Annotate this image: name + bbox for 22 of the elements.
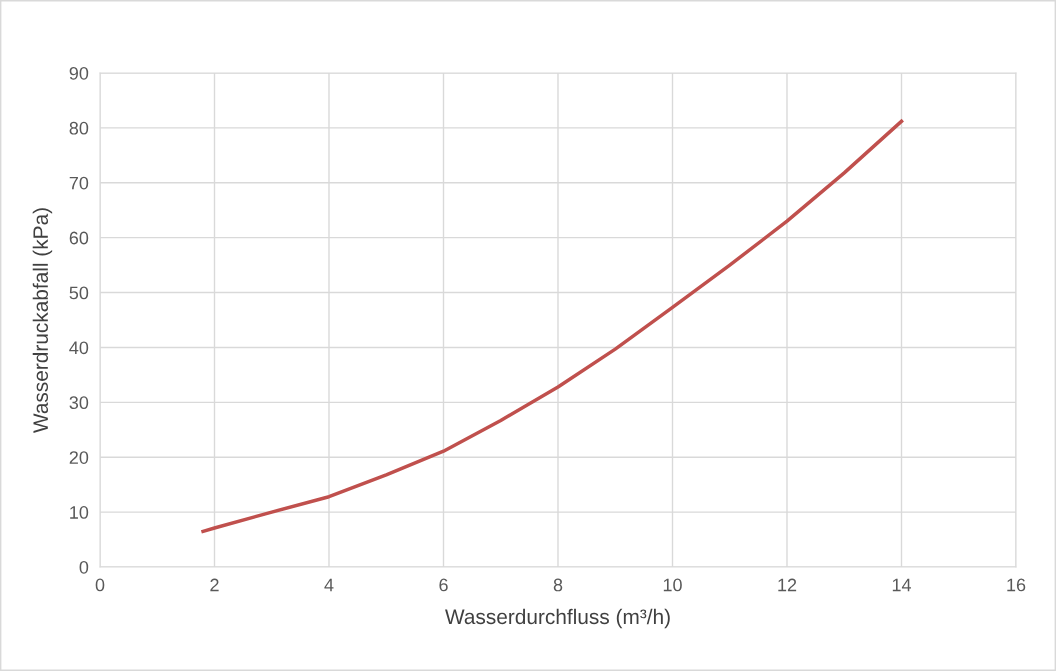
x-tick-label: 2: [210, 578, 219, 592]
y-tick-label: 20: [69, 451, 89, 464]
y-tick-label: 30: [69, 396, 89, 410]
x-tick-label: 10: [663, 578, 682, 592]
y-tick-label: 10: [70, 506, 89, 519]
x-tick-label: 14: [892, 578, 912, 592]
y-tick-label: 0: [79, 560, 89, 574]
y-axis-title: Wasserdruckabfall (kPa): [32, 208, 53, 433]
x-axis-title: Wasserdurchfluss (m³/h): [445, 608, 670, 629]
x-tick-label: 4: [324, 578, 334, 592]
y-tick-label: 80: [69, 121, 89, 135]
y-tick-label: 90: [69, 66, 89, 80]
x-tick-label: 8: [553, 578, 563, 592]
x-tick-label: 6: [439, 578, 448, 592]
y-tick-label: 70: [69, 176, 89, 190]
y-tick-label: 50: [69, 286, 89, 300]
y-tick-label: 40: [69, 341, 89, 355]
line-series: [201, 119, 904, 534]
x-tick-label: 12: [778, 578, 797, 592]
x-tick-label: 0: [95, 578, 105, 592]
x-tick-label: 16: [1007, 578, 1026, 592]
y-tick-label: 60: [69, 231, 89, 245]
